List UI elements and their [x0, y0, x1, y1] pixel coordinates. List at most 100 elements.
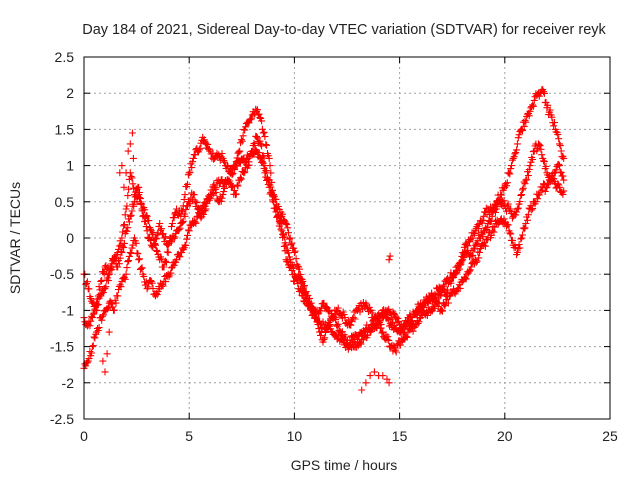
data-point-interp [248, 115, 255, 123]
data-point-interp [513, 208, 521, 216]
data-point-interp [369, 309, 377, 317]
data-point [556, 183, 563, 191]
data-point-interp [162, 257, 170, 265]
data-point [467, 252, 475, 260]
data-point [476, 249, 484, 256]
data-point-interp [346, 321, 354, 329]
data-point [122, 270, 130, 278]
data-point-interp [182, 206, 190, 214]
data-point-interp [532, 198, 540, 206]
data-point [282, 220, 290, 227]
data-point [143, 227, 151, 235]
data-point-interp [444, 299, 452, 307]
data-point-interp [130, 202, 138, 210]
data-point-interp [520, 225, 528, 233]
data-point-interp [541, 188, 549, 195]
data-point [467, 263, 475, 271]
data-point-interp [211, 186, 219, 193]
data-point-interp [430, 293, 438, 301]
data-point-interp [471, 245, 478, 253]
data-point [488, 227, 496, 235]
data-point-interp [481, 242, 489, 250]
data-point-interp [512, 211, 520, 219]
data-point-interp [399, 324, 407, 332]
data-point-interp [144, 283, 152, 291]
data-point-interp [384, 314, 392, 322]
data-point-interp [94, 327, 102, 334]
data-point [307, 299, 315, 307]
data-point-interp [269, 191, 276, 199]
data-point-interp [424, 300, 432, 308]
data-point-interp [129, 180, 137, 188]
data-point-interp [497, 191, 505, 199]
data-point [522, 220, 530, 227]
data-point-interp [510, 153, 518, 161]
data-point-interp [493, 203, 501, 211]
x-tick-label: 15 [392, 428, 408, 444]
data-point-interp [391, 322, 399, 330]
data-point-interp [260, 154, 268, 162]
data-point-interp [540, 180, 547, 188]
data-point-interp [162, 233, 170, 241]
data-point-interp [423, 298, 431, 306]
data-point-interp [170, 214, 178, 222]
data-point-interp [259, 129, 267, 137]
data-point [118, 249, 126, 256]
data-point-interp [191, 218, 199, 226]
data-point-interp [276, 220, 284, 228]
data-point-interp [288, 239, 296, 247]
data-point [379, 372, 387, 380]
data-point-interp [519, 231, 526, 239]
data-point-interp [529, 102, 537, 110]
data-point [156, 220, 164, 227]
data-point-interp [277, 225, 285, 233]
data-point-interp [540, 157, 547, 165]
data-point-interp [440, 301, 448, 309]
data-point-interp [559, 172, 567, 180]
data-point-interp [552, 166, 560, 174]
data-point-interp [149, 285, 157, 293]
data-point-interp [338, 328, 346, 336]
data-point-interp [474, 221, 482, 228]
data-point [101, 368, 109, 376]
data-point [181, 191, 189, 199]
data-point [105, 270, 113, 278]
data-point [118, 162, 126, 170]
data-point-interp [554, 130, 562, 138]
data-point [530, 96, 538, 104]
data-point-interp [524, 216, 531, 224]
data-point-interp [217, 153, 225, 161]
data-point-interp [475, 225, 483, 232]
data-point-interp [141, 217, 149, 225]
data-point-interp [255, 149, 263, 157]
data-point-interp [218, 194, 226, 202]
data-point-interp [503, 179, 511, 187]
data-point-interp [176, 253, 184, 261]
data-point-interp [529, 156, 537, 163]
data-point-interp [125, 257, 133, 265]
data-point-interp [178, 219, 186, 227]
data-point [189, 154, 197, 162]
data-point-interp [233, 162, 241, 170]
data-point-interp [457, 260, 465, 268]
data-point-interp [517, 192, 525, 199]
data-point-interp [260, 128, 268, 136]
data-point-interp [234, 182, 242, 190]
data-point-interp [515, 241, 523, 248]
data-point-interp [472, 258, 480, 266]
data-point-interp [396, 341, 404, 349]
data-point-interp [233, 181, 241, 189]
data-point-interp [317, 307, 324, 315]
data-point-interp [98, 316, 106, 324]
data-point [316, 328, 324, 336]
data-point-interp [542, 98, 550, 106]
data-point [93, 328, 101, 336]
data-point-interp [444, 278, 452, 286]
data-point [128, 129, 136, 137]
data-point-interp [121, 275, 129, 283]
data-point [93, 306, 101, 314]
data-point-interp [193, 199, 201, 207]
data-point-interp [519, 186, 526, 194]
data-point-interp [134, 250, 142, 258]
y-tick-label: 0.5 [55, 194, 75, 210]
